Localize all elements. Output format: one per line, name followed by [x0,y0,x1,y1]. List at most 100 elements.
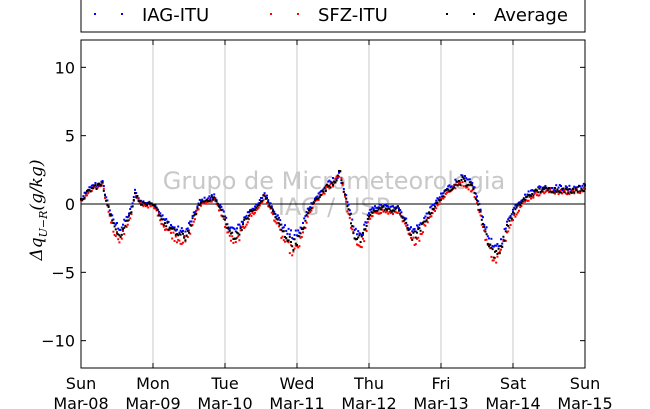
data-point [447,190,450,193]
data-point [386,208,388,211]
data-point [528,196,531,199]
data-point [393,206,396,209]
data-point [388,207,391,210]
data-point [322,188,325,191]
data-point [490,246,493,249]
data-point [87,188,90,191]
data-point [174,235,177,238]
data-point [130,211,133,214]
data-point [531,196,534,199]
data-point [405,217,408,220]
data-point [275,217,278,220]
data-point [288,235,291,238]
data-point [500,238,502,241]
data-point [159,214,162,217]
data-point [431,208,434,211]
data-point [430,205,433,208]
data-point [328,184,331,187]
data-point [101,181,104,184]
data-point [414,236,417,239]
data-point [102,189,105,192]
data-point [461,176,464,179]
data-point [152,204,154,207]
data-point [116,222,118,225]
y-axis-label: ΔqU−R(g/kg) [27,159,50,261]
data-point [136,197,139,200]
data-point [520,205,523,208]
data-point [363,228,366,231]
data-point [113,225,116,228]
data-point [452,186,454,189]
legend-marker [473,13,475,15]
data-point [432,203,435,206]
data-point [534,191,537,194]
data-point [542,188,544,191]
data-point [201,198,204,201]
data-point [159,212,162,215]
data-point [346,201,349,204]
data-point [351,228,354,231]
data-point [286,239,289,242]
data-point [261,199,264,202]
data-point [239,225,242,228]
data-point [537,186,540,189]
data-point [359,232,362,235]
data-point [242,225,244,228]
data-point [195,209,198,212]
data-point [495,244,498,247]
data-point [321,189,324,192]
data-point [266,194,268,197]
data-point [424,224,427,227]
data-point [538,185,541,188]
data-point [353,237,356,240]
data-point [375,211,378,214]
data-point [438,196,441,199]
data-point [496,255,499,258]
data-point [473,191,476,194]
data-point [416,237,418,240]
data-point [292,249,295,252]
data-point [309,211,312,214]
data-point [364,228,367,231]
data-point [387,207,390,210]
data-point [455,183,458,186]
data-point [520,199,523,202]
data-point [399,209,402,212]
data-point [321,193,324,196]
data-point [197,203,200,206]
data-point [466,178,469,181]
data-point [544,187,547,190]
data-point [234,230,237,233]
data-point [189,223,192,226]
data-point [184,240,187,243]
data-point [246,211,249,214]
data-point [489,243,492,246]
data-point [402,219,405,222]
data-point [284,235,286,238]
data-point [272,213,274,216]
data-point [380,203,382,206]
x-tick-label-day: Sun [570,374,600,393]
data-point [128,214,130,217]
data-point [171,225,174,228]
data-point [192,214,195,217]
data-point [324,190,327,193]
data-point [258,204,261,207]
data-point [383,209,386,212]
data-point [116,232,118,235]
data-point [372,209,375,212]
data-point [390,211,393,214]
data-point [164,222,166,225]
data-point [494,256,496,259]
data-point [323,192,326,195]
data-point [293,247,296,250]
data-point [465,184,468,187]
data-point [431,212,434,215]
data-point [477,200,480,203]
data-point [165,228,168,231]
data-point [155,206,158,209]
data-point [275,215,278,218]
data-point [184,230,187,233]
data-point [95,185,98,188]
data-point [222,210,225,213]
